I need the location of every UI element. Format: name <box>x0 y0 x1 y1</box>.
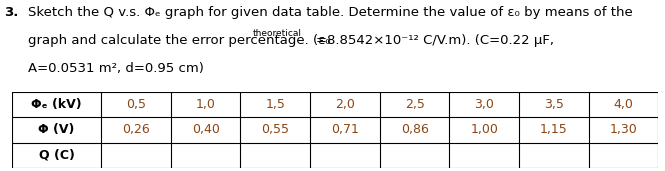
Text: Q (C): Q (C) <box>39 149 74 162</box>
Text: 1,30: 1,30 <box>610 123 637 136</box>
Text: Sketch the Q v.s. Φₑ graph for given data table. Determine the value of ε₀ by me: Sketch the Q v.s. Φₑ graph for given dat… <box>28 6 633 19</box>
Text: 1,5: 1,5 <box>265 98 285 111</box>
Text: 2,0: 2,0 <box>335 98 355 111</box>
Text: 3,5: 3,5 <box>544 98 564 111</box>
Text: graph and calculate the error percentage. (ε₀: graph and calculate the error percentage… <box>28 34 331 47</box>
Text: 4,0: 4,0 <box>614 98 634 111</box>
Text: 0,86: 0,86 <box>400 123 428 136</box>
Text: theoretical: theoretical <box>253 29 302 38</box>
Text: 1,15: 1,15 <box>540 123 568 136</box>
Text: A=0.0531 m², d=0.95 cm): A=0.0531 m², d=0.95 cm) <box>28 62 204 75</box>
Text: 3,0: 3,0 <box>474 98 494 111</box>
Text: 1,0: 1,0 <box>196 98 215 111</box>
Text: Φₑ (kV): Φₑ (kV) <box>31 98 82 111</box>
Text: Φ (V): Φ (V) <box>39 123 74 136</box>
Text: 0,71: 0,71 <box>331 123 359 136</box>
Text: 3.: 3. <box>4 6 19 19</box>
Text: 0,5: 0,5 <box>126 98 146 111</box>
Text: 2,5: 2,5 <box>404 98 424 111</box>
Text: 0,26: 0,26 <box>122 123 150 136</box>
Text: =8.8542×10⁻¹² C/V.m). (C=0.22 μF,: =8.8542×10⁻¹² C/V.m). (C=0.22 μF, <box>316 34 554 47</box>
Text: 1,00: 1,00 <box>470 123 498 136</box>
Text: 0,55: 0,55 <box>261 123 289 136</box>
Text: 0,40: 0,40 <box>192 123 219 136</box>
